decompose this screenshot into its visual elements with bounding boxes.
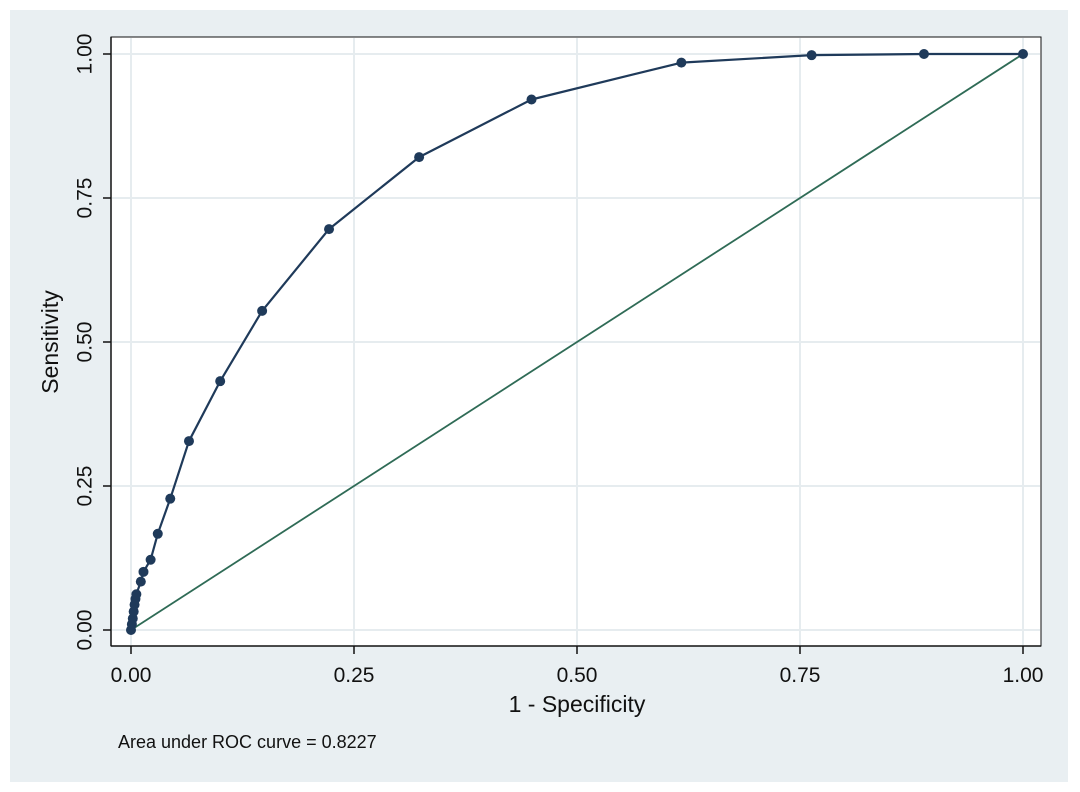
x-tick-label-3: 0.75 — [780, 664, 821, 687]
roc-point-16 — [414, 152, 425, 163]
roc-point-15 — [324, 224, 335, 235]
x-axis-title: 1 - Specificity — [509, 691, 646, 717]
series-layer — [126, 49, 1028, 635]
roc-point-14 — [257, 305, 268, 316]
y-tick-label-4: 1.00 — [74, 34, 97, 75]
roc-point-8 — [138, 566, 149, 577]
grid-layer — [112, 38, 1040, 645]
roc-point-19 — [806, 50, 817, 61]
roc-point-6 — [131, 589, 142, 600]
y-tick-label-1: 0.25 — [74, 466, 97, 507]
x-tick-label-1: 0.25 — [334, 664, 375, 687]
chart-frame: 0.00 0.25 0.50 0.75 1.00 0.00 0.25 0.50 0.75 1.00… — [10, 10, 1068, 782]
roc-point-20 — [918, 49, 929, 59]
y-tick-label-3: 0.75 — [74, 178, 97, 219]
roc-point-7 — [135, 576, 146, 587]
roc-chart: 0.00 0.25 0.50 0.75 1.00 0.00 0.25 0.50 0.75 1.00… — [37, 34, 1044, 752]
y-tick-label-2: 0.50 — [74, 322, 97, 363]
axis-layer: 0.00 0.25 0.50 0.75 1.00 0.00 0.25 0.50 0.75 1.00 — [74, 34, 1044, 687]
x-tick-label-4: 1.00 — [1003, 664, 1044, 687]
y-tick-label-0: 0.00 — [74, 610, 97, 651]
roc-point-12 — [183, 436, 194, 447]
reference-line — [130, 53, 1024, 631]
roc-point-11 — [165, 493, 176, 504]
auc-annotation: Area under ROC curve = 0.8227 — [118, 732, 377, 752]
y-axis-title: Sensitivity — [37, 290, 63, 394]
roc-point-17 — [526, 94, 537, 105]
x-tick-label-0: 0.00 — [111, 664, 152, 687]
x-tick-label-2: 0.50 — [557, 664, 598, 687]
roc-point-18 — [676, 57, 687, 68]
roc-point-13 — [215, 376, 226, 387]
roc-point-10 — [152, 528, 163, 539]
roc-point-21 — [1018, 49, 1028, 59]
roc-point-9 — [145, 554, 156, 565]
